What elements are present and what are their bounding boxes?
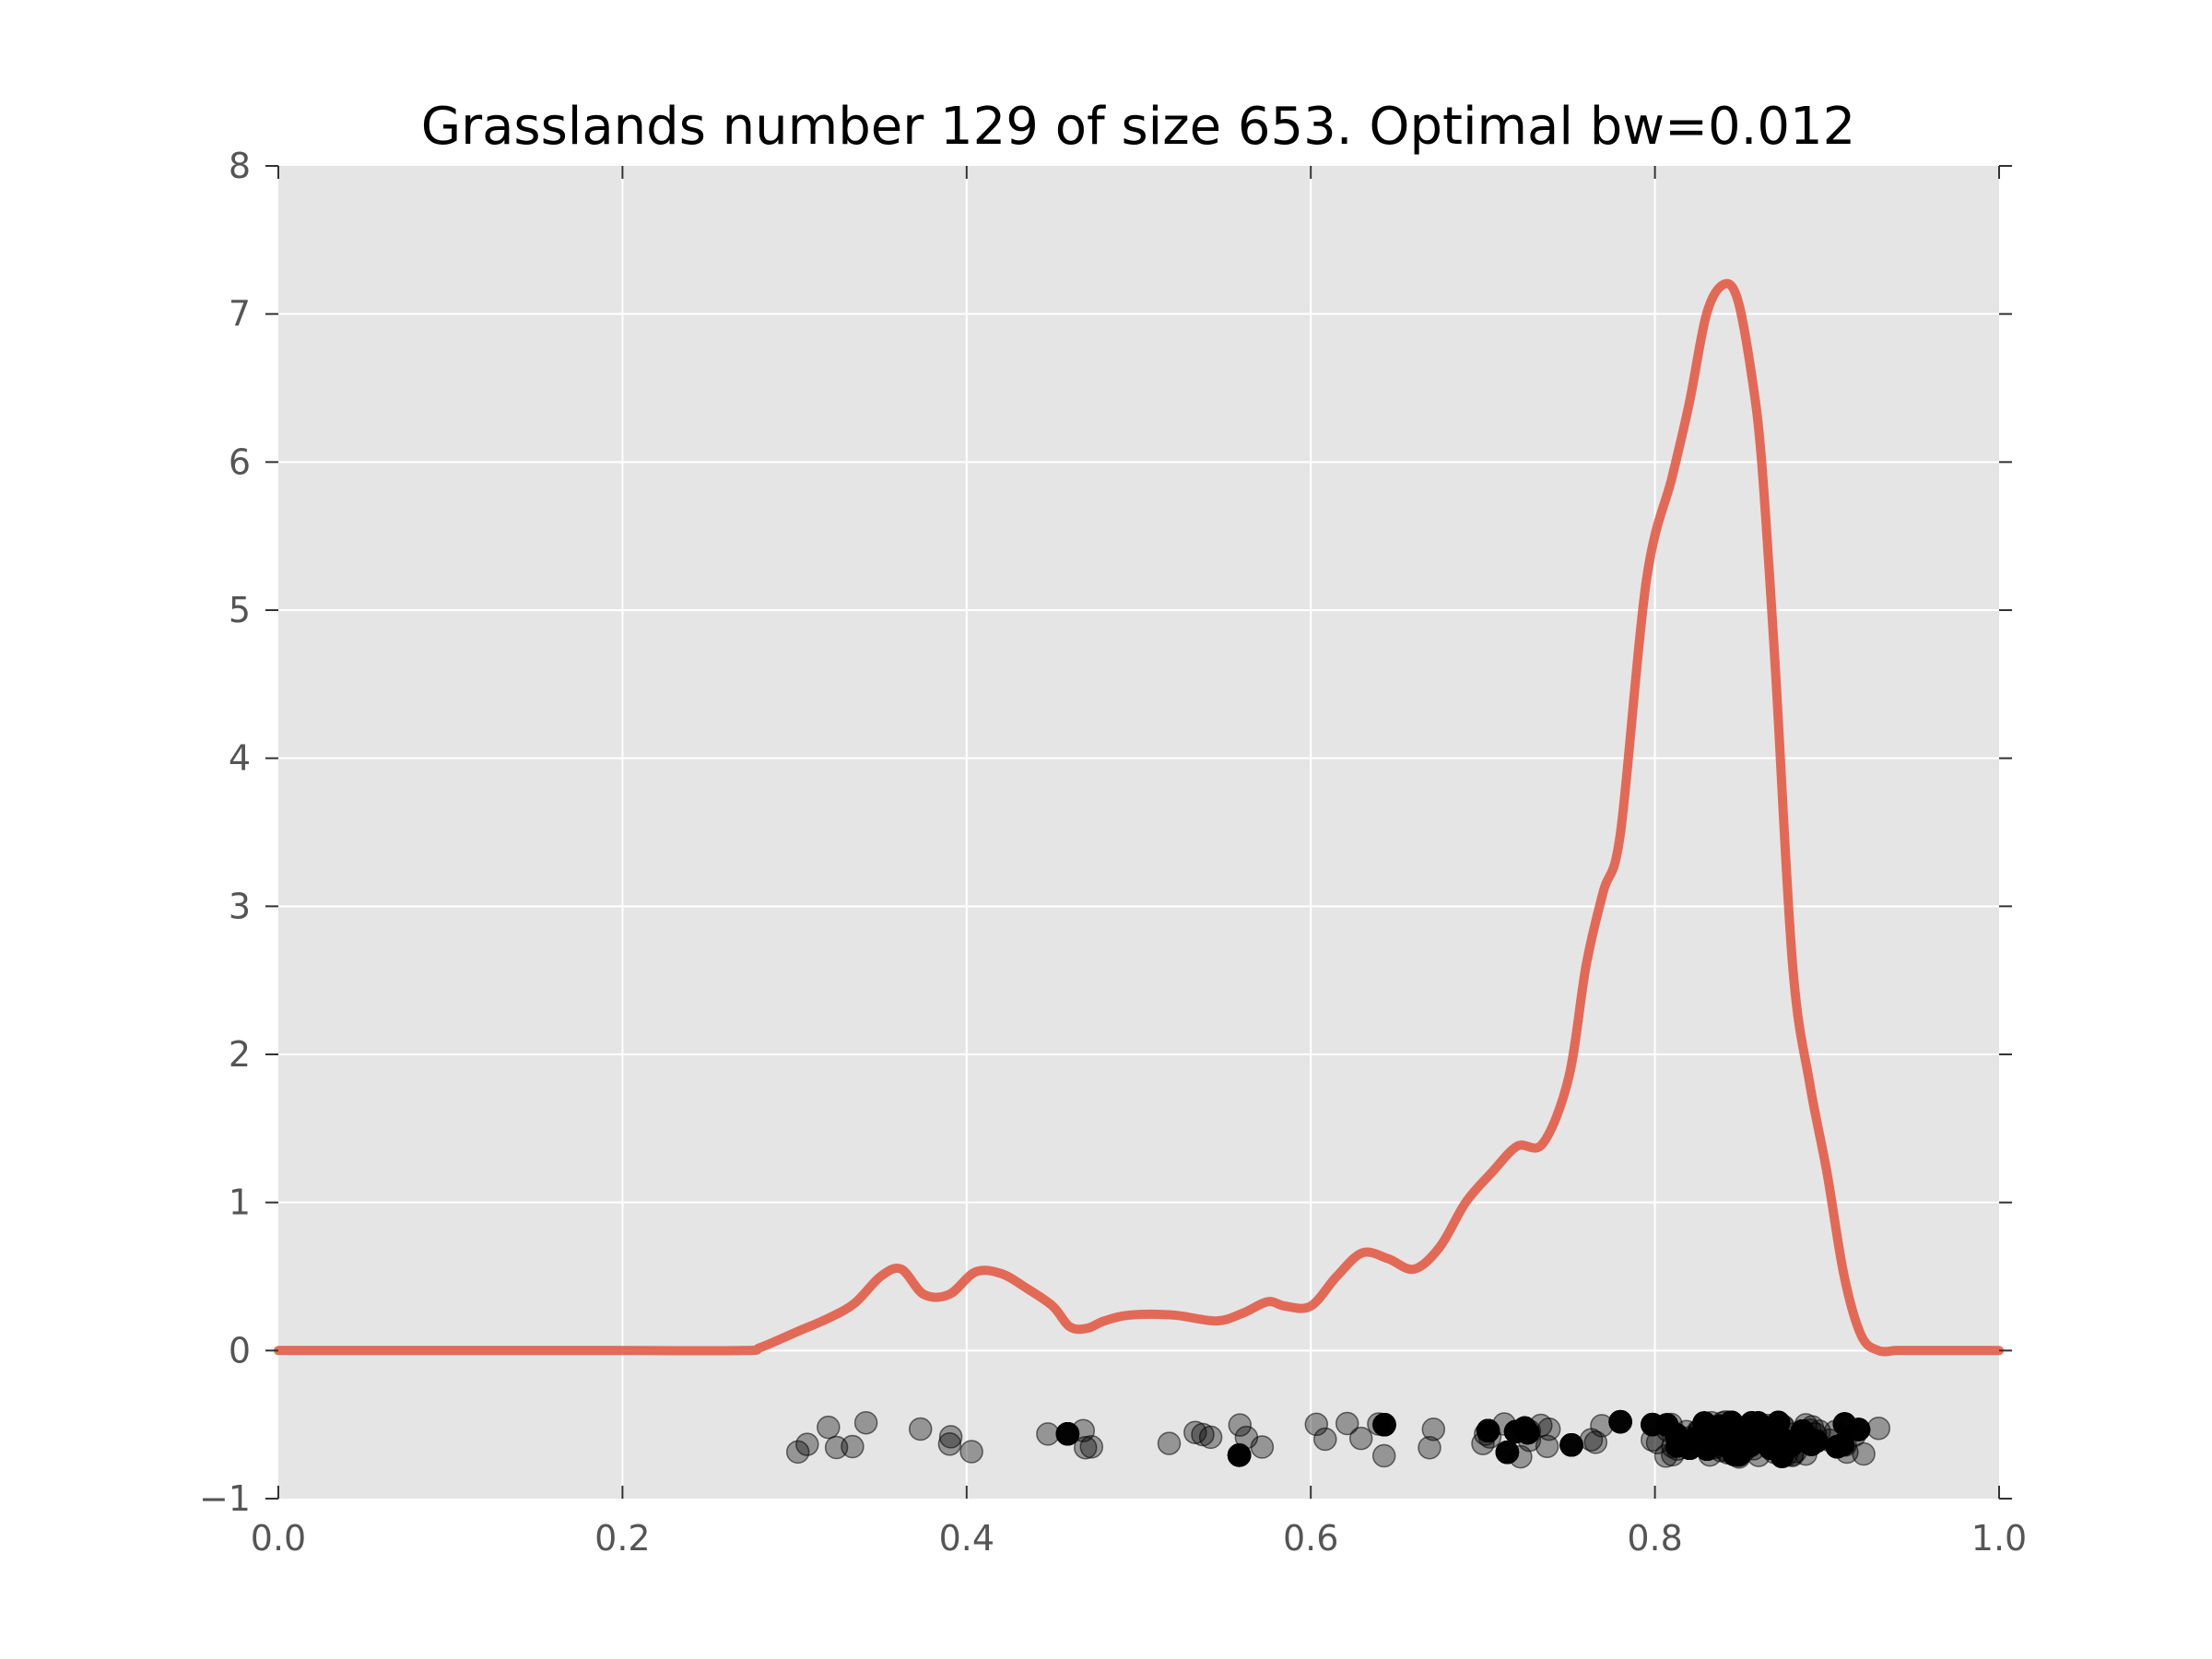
rug-point bbox=[1665, 1433, 1689, 1458]
y-tick-label: 3 bbox=[229, 886, 251, 926]
axis-ticks bbox=[265, 165, 2012, 1500]
x-tick-label: 1.0 bbox=[1971, 1518, 2027, 1559]
x-tick-labels: 0.0 0.2 0.4 0.6 0.8 1.0 bbox=[251, 1518, 2027, 1559]
rug-point bbox=[1036, 1422, 1060, 1446]
rug-point bbox=[1770, 1444, 1794, 1468]
rug-point bbox=[1474, 1422, 1498, 1446]
y-tick-label: 1 bbox=[229, 1182, 251, 1223]
x-tick-label: 0.6 bbox=[1283, 1518, 1338, 1559]
y-tick-label: 6 bbox=[229, 441, 251, 482]
rug-point bbox=[937, 1432, 962, 1456]
rug-point bbox=[1476, 1418, 1500, 1443]
rug-point bbox=[1535, 1434, 1559, 1459]
rug-scatter-points bbox=[785, 1409, 1891, 1469]
rug-point bbox=[1304, 1412, 1329, 1437]
x-tick-label: 0.0 bbox=[251, 1518, 306, 1559]
rug-point bbox=[1367, 1412, 1391, 1436]
rug-point bbox=[1418, 1435, 1441, 1460]
rug-point bbox=[1579, 1428, 1604, 1452]
rug-point bbox=[1503, 1419, 1528, 1444]
rug-point bbox=[1250, 1435, 1275, 1459]
x-tick-label: 0.8 bbox=[1627, 1518, 1682, 1559]
rug-point bbox=[817, 1415, 841, 1440]
rug-point bbox=[1055, 1421, 1080, 1446]
rug-point bbox=[1073, 1435, 1098, 1460]
rug-point bbox=[1421, 1418, 1446, 1441]
rug-point bbox=[795, 1432, 819, 1456]
rug-point bbox=[1227, 1443, 1252, 1467]
rug-point bbox=[938, 1425, 963, 1449]
y-tick-label: 0 bbox=[229, 1330, 251, 1371]
x-tick-label: 0.4 bbox=[939, 1518, 994, 1559]
rug-point bbox=[1832, 1412, 1857, 1436]
rug-point bbox=[1313, 1427, 1337, 1452]
y-tick-label: 4 bbox=[229, 738, 251, 779]
density-line bbox=[274, 278, 2004, 1357]
rug-point bbox=[1852, 1441, 1876, 1466]
rug-point bbox=[1818, 1428, 1841, 1453]
y-tick-label: 5 bbox=[229, 590, 251, 630]
rug-point bbox=[1198, 1425, 1223, 1450]
rug-point bbox=[1715, 1426, 1739, 1451]
rug-point bbox=[1866, 1416, 1891, 1441]
rug-point bbox=[1733, 1432, 1758, 1456]
y-tick-label: −1 bbox=[199, 1478, 251, 1519]
rug-point bbox=[1783, 1430, 1808, 1453]
y-tick-label: 8 bbox=[229, 146, 251, 186]
rug-point bbox=[959, 1440, 983, 1464]
rug-point bbox=[1495, 1440, 1520, 1465]
y-tick-label: 2 bbox=[229, 1034, 251, 1075]
rug-point bbox=[1348, 1426, 1373, 1451]
rug-point bbox=[1372, 1413, 1396, 1437]
grid-lines bbox=[278, 166, 1999, 1499]
rug-point bbox=[785, 1440, 810, 1465]
y-tick-labels: −1 0 1 2 3 4 5 6 7 8 bbox=[199, 146, 251, 1519]
rug-point bbox=[1608, 1409, 1632, 1434]
chart-title: Grasslands number 129 of size 653. Optim… bbox=[421, 97, 1856, 157]
x-tick-label: 0.2 bbox=[594, 1518, 650, 1559]
rug-point bbox=[1516, 1420, 1540, 1445]
rug-point bbox=[1471, 1431, 1495, 1455]
rug-point bbox=[1371, 1443, 1396, 1468]
rug-point bbox=[853, 1410, 878, 1435]
rug-point bbox=[1825, 1434, 1850, 1459]
rug-point bbox=[1071, 1418, 1096, 1442]
plot-area bbox=[278, 166, 1999, 1499]
rug-point bbox=[841, 1434, 865, 1459]
rug-point bbox=[1157, 1431, 1182, 1455]
y-tick-label: 7 bbox=[229, 294, 251, 335]
rug-point bbox=[1559, 1433, 1583, 1457]
rug-point bbox=[1746, 1411, 1771, 1435]
rug-point bbox=[1692, 1411, 1716, 1435]
rug-point bbox=[1536, 1417, 1561, 1441]
rug-point bbox=[1677, 1436, 1702, 1461]
rug-point bbox=[1846, 1418, 1871, 1441]
rug-point bbox=[908, 1417, 933, 1441]
rug-point bbox=[1335, 1411, 1359, 1436]
density-curve bbox=[274, 278, 2004, 1357]
rug-point bbox=[1228, 1413, 1253, 1437]
rug-point bbox=[1654, 1413, 1679, 1437]
